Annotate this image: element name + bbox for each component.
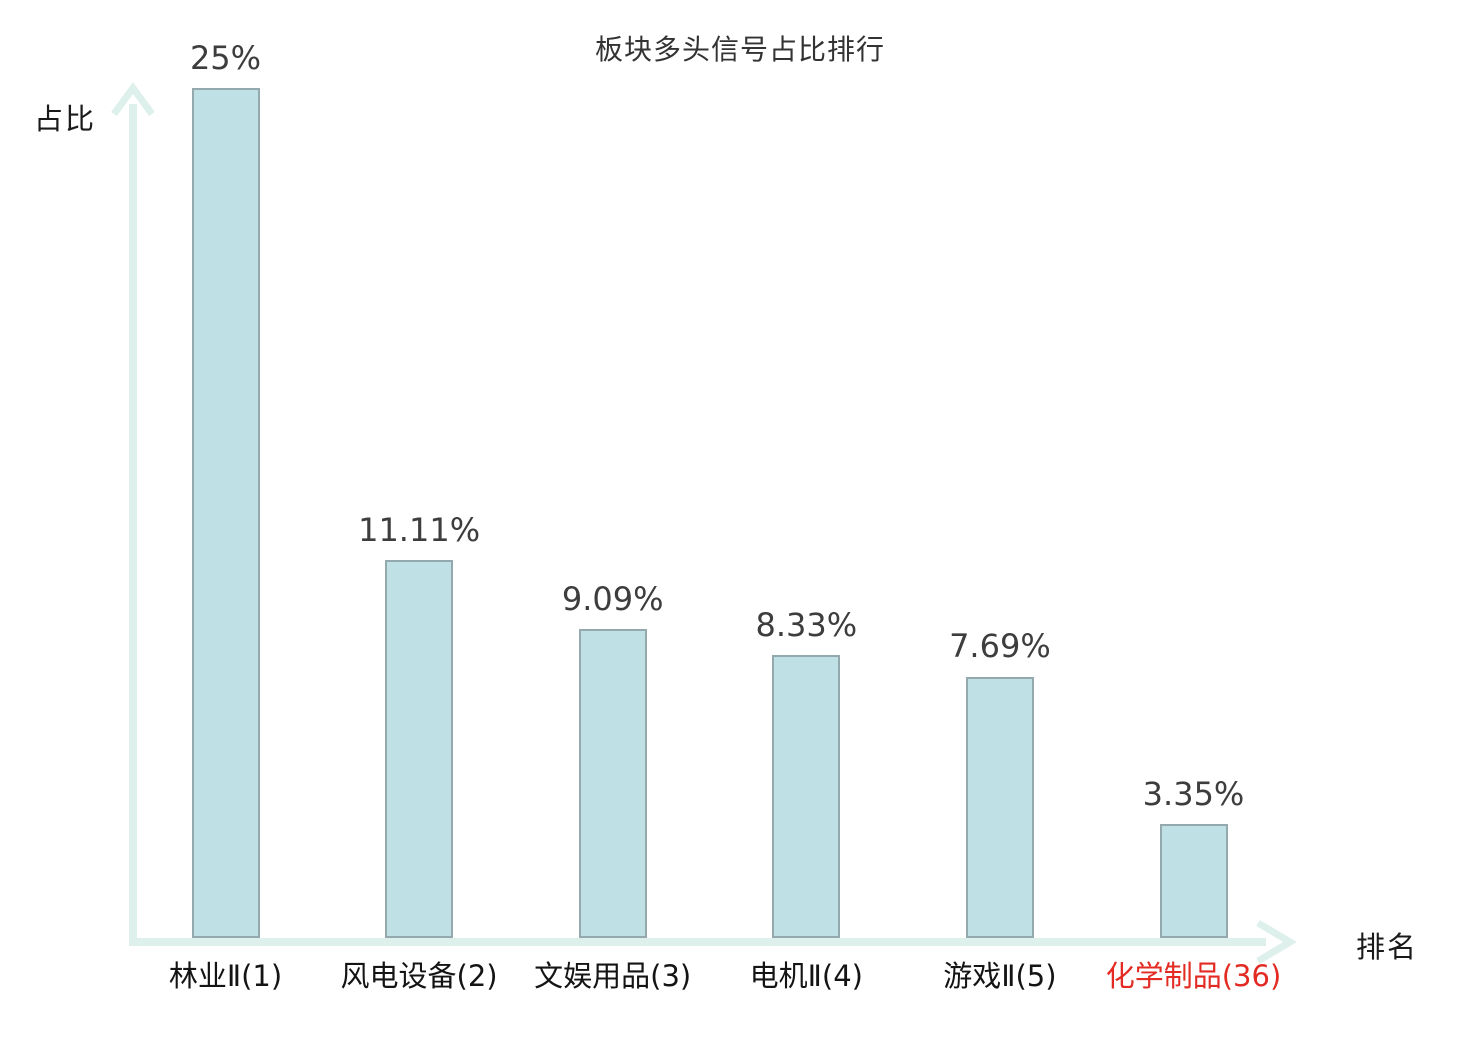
bar-category-label: 化学制品(36) [1105, 959, 1282, 993]
bar-value-label: 7.69% [949, 627, 1051, 666]
bar-category-label: 游戏Ⅱ(5) [943, 959, 1057, 993]
bar-category-label: 文娱用品(3) [534, 959, 692, 993]
chart-title: 板块多头信号占比排行 [594, 33, 885, 66]
bar-category-label: 风电设备(2) [340, 959, 498, 993]
bar-category-label: 电机Ⅱ(4) [749, 959, 863, 993]
bar-value-label: 8.33% [755, 605, 858, 644]
bar: 9.09% 文娱用品(3) [534, 581, 691, 992]
bar-category-label: 林业Ⅱ(1) [168, 959, 283, 993]
bar-value-label: 25% [189, 38, 262, 77]
bar-value-label: 11.11% [358, 511, 481, 550]
x-axis-arrow-icon [1256, 919, 1297, 965]
x-axis-label: 排名 [1356, 930, 1419, 964]
bar: 25% 林业Ⅱ(1) [169, 40, 282, 992]
bar: 7.69% 游戏Ⅱ(5) [943, 629, 1056, 992]
bar-value-label: 3.35% [1142, 774, 1245, 813]
bar-value-label: 9.09% [561, 579, 664, 618]
bar: 3.35% 化学制品(36) [1106, 776, 1282, 992]
bar: 8.33% 电机Ⅱ(4) [750, 607, 863, 992]
y-axis-label: 占比 [34, 102, 97, 136]
bar: 11.11% 风电设备(2) [341, 512, 498, 992]
y-axis-arrow-icon [111, 82, 155, 117]
